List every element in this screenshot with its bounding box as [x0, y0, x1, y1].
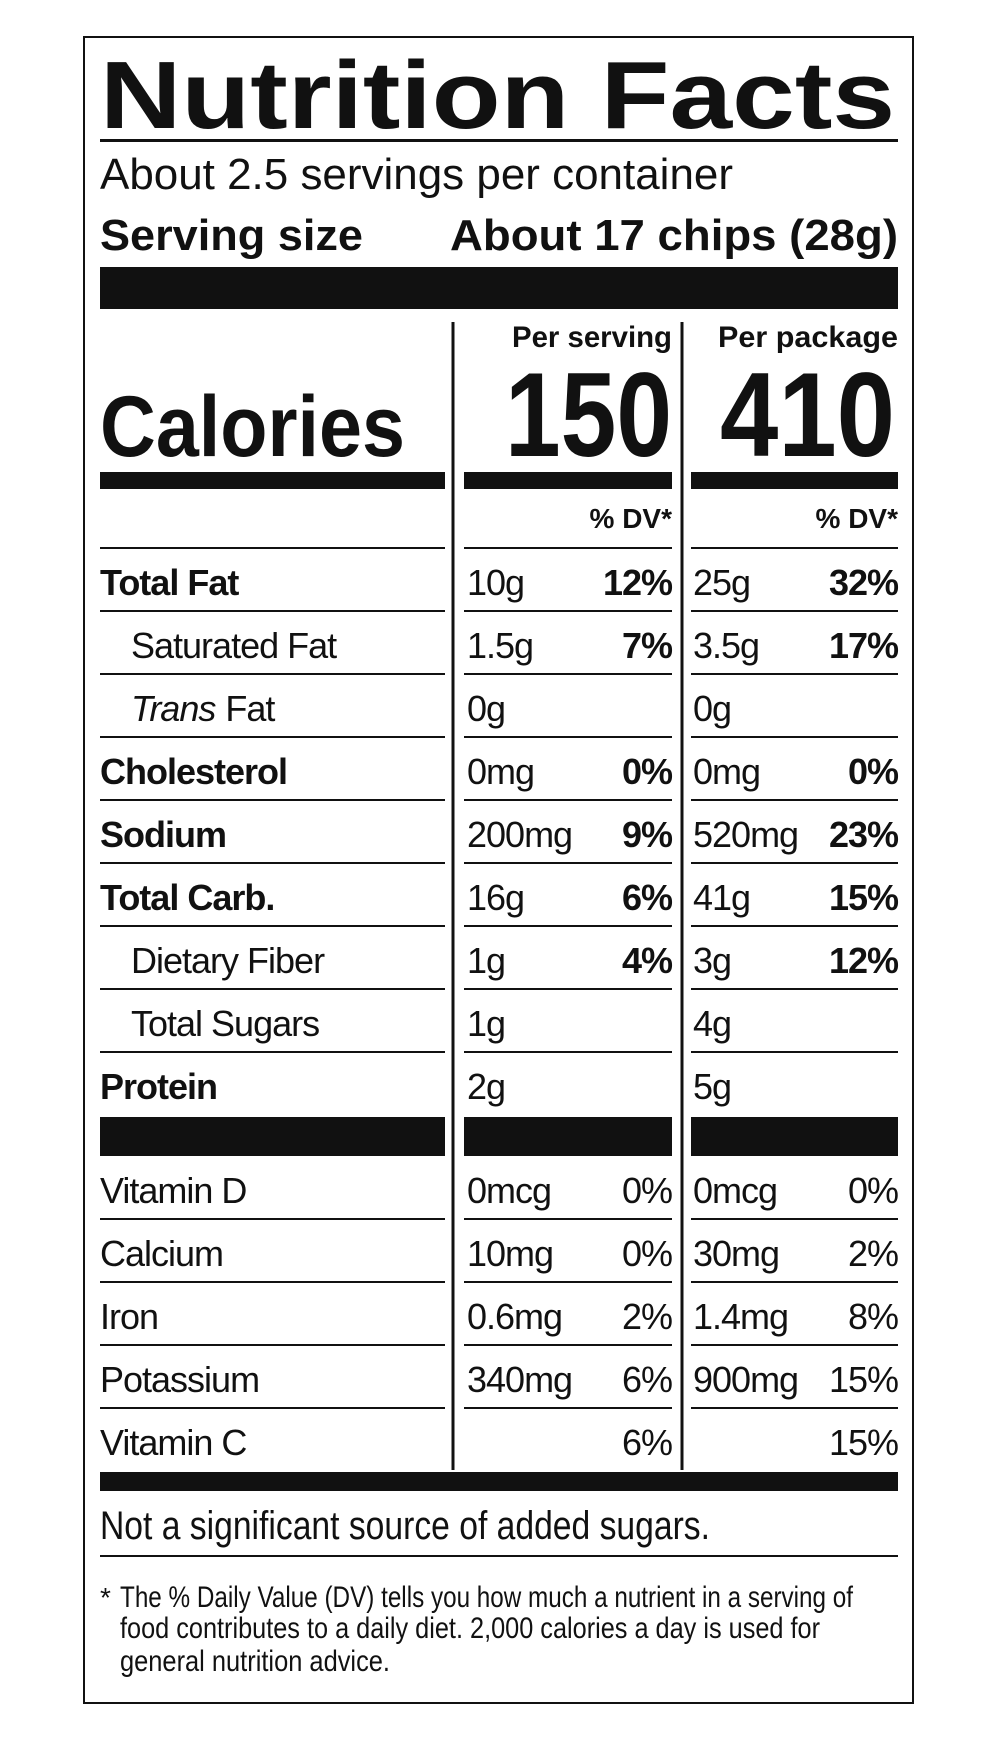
nutrient-label: Calcium: [100, 1233, 223, 1274]
package-amount: 900mg: [693, 1359, 798, 1400]
serving-dv: 6%: [622, 877, 673, 918]
nutrient-label: Potassium: [100, 1359, 259, 1400]
column-header: Per package: [718, 321, 898, 354]
nutrient-label: Dietary Fiber: [131, 940, 325, 981]
nutrient-label: Vitamin D: [100, 1170, 246, 1211]
package-amount: 25g: [693, 562, 750, 603]
nutrient-label: Cholesterol: [100, 751, 287, 792]
rule: [100, 139, 898, 142]
thick-bar: [464, 472, 672, 489]
nutrient-label: Protein: [100, 1066, 217, 1107]
serving-amount: 0g: [467, 688, 505, 729]
thick-bar: [691, 472, 898, 489]
serving-amount: 0.6mg: [467, 1296, 562, 1337]
serving-amount: 1g: [467, 940, 505, 981]
nutrient-label: Trans Fat: [131, 688, 275, 729]
package-dv: 0%: [848, 1170, 898, 1211]
serving-size-label: Serving size: [100, 211, 363, 260]
thick-bar: [100, 267, 898, 309]
package-amount: 30mg: [693, 1233, 779, 1274]
package-amount: 41g: [693, 877, 750, 918]
package-amount: 3.5g: [693, 625, 759, 666]
package-amount: 0mcg: [693, 1170, 777, 1211]
package-amount: 3g: [693, 940, 731, 981]
label-border: [83, 36, 914, 1704]
package-dv: 0%: [848, 751, 899, 792]
package-dv: 2%: [848, 1233, 898, 1274]
serving-dv: 4%: [622, 940, 673, 981]
serving-dv: 0%: [622, 1233, 672, 1274]
package-dv: 23%: [829, 814, 899, 855]
calories-package: 410: [720, 348, 895, 482]
package-amount: 5g: [693, 1066, 731, 1107]
serving-dv: 0%: [622, 751, 673, 792]
calories-serving: 150: [505, 348, 672, 482]
serving-size-value: About 17 chips (28g): [450, 211, 898, 260]
serving-amount: 0mcg: [467, 1170, 551, 1211]
thick-bar: [100, 1472, 898, 1491]
thick-bar: [100, 472, 445, 489]
footnote-marker: *: [100, 1582, 111, 1613]
serving-amount: 340mg: [467, 1359, 572, 1400]
serving-dv: 6%: [622, 1422, 672, 1463]
serving-dv: 7%: [622, 625, 673, 666]
nutrient-label: Total Carb.: [100, 877, 274, 918]
package-dv: 15%: [829, 1359, 898, 1400]
footnote-line: food contributes to a daily diet. 2,000 …: [120, 1612, 820, 1645]
serving-dv: 9%: [622, 814, 673, 855]
serving-amount: 0mg: [467, 751, 534, 792]
servings-per-container: About 2.5 servings per container: [100, 150, 733, 199]
package-amount: 520mg: [693, 814, 798, 855]
serving-dv: 6%: [622, 1359, 672, 1400]
serving-amount: 2g: [467, 1066, 505, 1107]
serving-amount: 10mg: [467, 1233, 553, 1274]
serving-amount: 1g: [467, 1003, 505, 1044]
serving-dv: 0%: [622, 1170, 672, 1211]
serving-dv: 12%: [603, 562, 673, 603]
title: Nutrition Facts: [100, 42, 895, 149]
package-amount: 1.4mg: [693, 1296, 788, 1337]
serving-dv: 2%: [622, 1296, 672, 1337]
serving-amount: 1.5g: [467, 625, 533, 666]
label-text: Fat: [225, 688, 275, 729]
package-dv: 8%: [848, 1296, 898, 1337]
serving-amount: 200mg: [467, 814, 572, 855]
nutrient-label: Total Fat: [100, 562, 239, 603]
label-italic: Trans: [131, 688, 216, 729]
package-dv: 15%: [829, 1422, 898, 1463]
nutrient-label: Vitamin C: [100, 1422, 246, 1463]
package-amount: 0mg: [693, 751, 760, 792]
package-dv: 12%: [829, 940, 899, 981]
nutrient-label: Saturated Fat: [131, 625, 337, 666]
package-dv: 17%: [829, 625, 899, 666]
nutrient-label: Sodium: [100, 814, 226, 855]
dv-header: % DV*: [590, 503, 673, 534]
serving-amount: 16g: [467, 877, 524, 918]
column-header: Per serving: [512, 321, 672, 354]
package-dv: 32%: [829, 562, 899, 603]
thick-bar: [691, 1117, 898, 1156]
note: Not a significant source of added sugars…: [100, 1504, 710, 1548]
thick-bar: [100, 1117, 445, 1156]
calories-label: Calories: [100, 379, 405, 475]
nutrient-label: Iron: [100, 1296, 158, 1337]
package-amount: 0g: [693, 688, 731, 729]
rule: [100, 1555, 898, 1557]
serving-amount: 10g: [467, 562, 524, 603]
package-amount: 4g: [693, 1003, 731, 1044]
footnote-line: general nutrition advice.: [120, 1645, 390, 1678]
nutrient-label: Total Sugars: [131, 1003, 319, 1044]
package-dv: 15%: [829, 877, 899, 918]
dv-header: % DV*: [816, 503, 899, 534]
footnote-line: The % Daily Value (DV) tells you how muc…: [120, 1581, 854, 1614]
thick-bar: [464, 1117, 672, 1156]
